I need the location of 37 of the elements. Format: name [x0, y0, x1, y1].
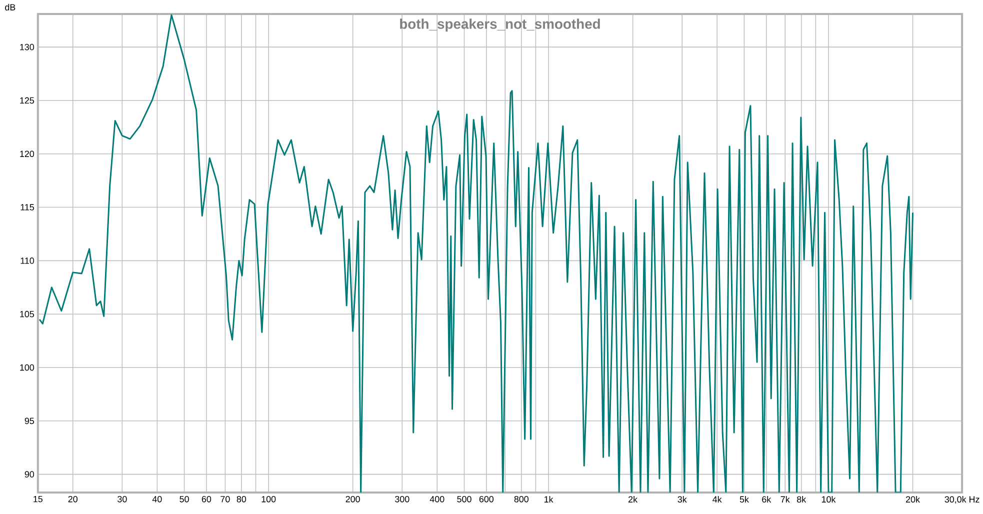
y-tick-label: 125	[20, 97, 34, 104]
x-tick-label: 5k	[740, 496, 749, 502]
chart-title: both_speakers_not_smoothed	[400, 18, 600, 32]
x-tick-label: 70	[220, 496, 230, 502]
y-tick-label: 110	[20, 257, 34, 264]
x-tick-label: 60	[202, 496, 212, 502]
x-tick-label: 30	[118, 496, 127, 502]
x-tick-label: 300	[395, 496, 410, 502]
x-tick-label: 100	[262, 496, 276, 502]
x-tick-label: 20	[68, 496, 78, 502]
x-tick-label: 800	[514, 496, 529, 502]
x-tick-label: 200	[346, 496, 360, 502]
x-tick-label: 80	[236, 496, 246, 502]
y-tick-label: 120	[20, 150, 34, 157]
x-tick-label: 8k	[797, 496, 806, 502]
y-tick-label: 100	[20, 364, 34, 370]
x-tick-label: 600	[479, 496, 494, 502]
x-tick-label: 4k	[712, 496, 722, 502]
x-tick-label: 3k	[678, 496, 687, 502]
x-tick-label: 400	[430, 496, 444, 502]
x-tick-label: 15	[34, 496, 42, 502]
y-tick-label: 105	[20, 310, 34, 318]
x-tick-label: 1k	[544, 496, 554, 502]
x-tick-label: 2k	[628, 496, 638, 502]
x-tick-label: 6k	[762, 496, 772, 502]
y-tick-label: 115	[20, 204, 34, 210]
x-tick-label: 30,0k Hz	[944, 496, 980, 504]
x-tick-label: 40	[152, 496, 162, 502]
x-tick-label: 50	[180, 496, 189, 502]
x-tick-label: 500	[457, 496, 472, 502]
y-tick-label: 130	[20, 44, 34, 50]
x-tick-label: 20k	[906, 496, 920, 502]
x-tick-label: 10k	[822, 496, 836, 502]
y-tick-label: 90	[24, 470, 34, 478]
y-tick-label: 95	[24, 418, 34, 424]
x-tick-label: 7k	[780, 496, 790, 502]
y-axis-title: dB	[5, 4, 16, 10]
